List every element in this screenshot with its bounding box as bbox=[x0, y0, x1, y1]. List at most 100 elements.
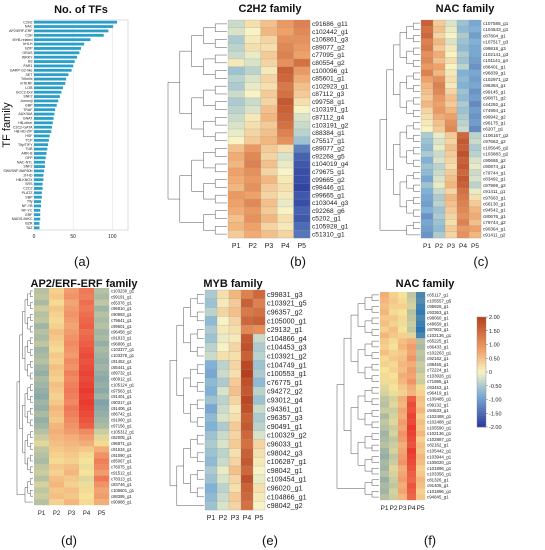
heatmap-cell bbox=[79, 346, 95, 353]
heatmap-cell bbox=[241, 342, 254, 352]
heatmap-cell bbox=[34, 305, 50, 312]
heatmap-cell bbox=[293, 35, 311, 44]
heatmap-cell bbox=[293, 230, 311, 239]
row-label: c103230_g1 bbox=[111, 289, 135, 294]
heatmap-cell bbox=[34, 487, 50, 494]
heatmap-cell bbox=[445, 200, 458, 208]
row-label: c104866_g4 bbox=[267, 334, 307, 343]
heatmap-cell bbox=[293, 214, 311, 223]
heatmap-cell bbox=[94, 458, 110, 465]
heatmap-cell bbox=[79, 405, 95, 412]
dendrogram-branch bbox=[16, 381, 20, 495]
bar bbox=[34, 195, 42, 199]
row-label: c99191_g1 bbox=[111, 294, 132, 299]
heatmap-cell bbox=[389, 453, 399, 460]
dendrogram-branch bbox=[399, 32, 407, 58]
bar bbox=[34, 147, 48, 151]
heatmap-cell bbox=[421, 94, 434, 102]
heatmap-cell bbox=[433, 213, 446, 220]
column-label: P3 bbox=[447, 243, 455, 250]
heatmap-cell bbox=[241, 466, 254, 475]
heatmap-cell bbox=[407, 349, 417, 356]
y-tick-label: Trihelix bbox=[21, 77, 33, 81]
dendrogram-branch bbox=[413, 159, 420, 167]
heatmap-cell bbox=[79, 340, 95, 347]
row-label: c86433_g1 bbox=[427, 345, 449, 350]
heatmap-cell bbox=[277, 51, 294, 60]
bar bbox=[34, 191, 42, 195]
dendrogram-branch bbox=[196, 346, 204, 357]
heatmap-cell bbox=[293, 74, 311, 83]
heatmap-cell bbox=[293, 43, 311, 52]
row-label: c87112_g3 bbox=[312, 91, 344, 98]
row-dendrogram bbox=[379, 22, 420, 236]
heatmap-cell bbox=[277, 199, 294, 208]
heatmap-cell bbox=[445, 94, 458, 102]
heatmap-cell bbox=[389, 407, 399, 414]
dendrogram-branch bbox=[364, 320, 372, 333]
heatmap-cell bbox=[34, 375, 50, 383]
heatmap-cell bbox=[228, 74, 245, 83]
heatmap-cell bbox=[34, 463, 50, 471]
heatmap-cell bbox=[260, 199, 278, 208]
heatmap-cell bbox=[421, 175, 434, 183]
heatmap-cell bbox=[469, 38, 482, 46]
heatmap-cell bbox=[293, 97, 311, 106]
heatmap-cell bbox=[445, 231, 458, 239]
heatmap-cell bbox=[64, 440, 80, 447]
dendrogram-branch bbox=[357, 349, 365, 374]
heatmap-cell bbox=[416, 349, 426, 356]
heatmap-cell bbox=[389, 384, 399, 391]
heatmap-cell bbox=[277, 167, 294, 176]
heatmap-cell bbox=[244, 167, 261, 176]
dendrogram-branch bbox=[196, 311, 204, 322]
heatmap-cell bbox=[260, 136, 278, 145]
heatmap-cell bbox=[34, 317, 50, 324]
row-label: c109485_g1 bbox=[427, 397, 452, 402]
heatmap-cell bbox=[34, 358, 50, 365]
heatmap-cell bbox=[469, 138, 482, 145]
dendrogram-branch bbox=[371, 329, 379, 336]
row-label: c96419_g1 bbox=[427, 391, 449, 396]
heatmap-cell bbox=[217, 316, 230, 326]
heatmap-cell bbox=[253, 395, 266, 405]
heatmap-cell bbox=[244, 90, 261, 99]
heatmap-cell bbox=[253, 386, 266, 396]
heatmap-cell bbox=[389, 303, 399, 310]
row-label: c94272_g2 bbox=[267, 387, 303, 396]
heatmap-cell bbox=[64, 329, 80, 336]
heatmap-cell bbox=[94, 481, 110, 488]
heatmap-cell bbox=[445, 206, 458, 214]
y-tick-label: GRF bbox=[25, 213, 33, 217]
heatmap-cell bbox=[260, 214, 278, 223]
row-label: c90364_g1 bbox=[483, 226, 506, 231]
heatmap-cell bbox=[389, 401, 399, 408]
dendrogram-branch bbox=[406, 125, 414, 139]
heatmap-cell bbox=[228, 35, 245, 44]
heatmap-cell bbox=[457, 200, 470, 208]
heatmap-cell bbox=[241, 457, 254, 467]
heatmap-cell bbox=[389, 471, 399, 478]
dendrogram-branch bbox=[191, 97, 204, 130]
heatmap-cell bbox=[407, 378, 417, 385]
heatmap-cell bbox=[380, 494, 390, 501]
heatmap-cell bbox=[34, 393, 50, 400]
dendrogram-branch bbox=[357, 395, 365, 420]
dendrogram-branch bbox=[30, 372, 33, 380]
heatmap-cell bbox=[398, 465, 408, 472]
heatmap-cell bbox=[416, 309, 426, 316]
heatmap-cell bbox=[94, 440, 110, 447]
heatmap-cell bbox=[445, 113, 458, 120]
color-scale-segment bbox=[477, 325, 486, 329]
bar bbox=[34, 99, 59, 103]
row-label: c105557_g5 bbox=[427, 298, 452, 303]
y-tick-label: SNF2 bbox=[23, 165, 32, 169]
heatmap-cell bbox=[217, 325, 230, 335]
row-label: c99818_g3 bbox=[483, 46, 506, 51]
heatmap-cell bbox=[79, 323, 95, 330]
heatmap-cell bbox=[79, 452, 95, 459]
dendrogram-branch bbox=[371, 421, 379, 429]
heatmap-cell bbox=[380, 436, 390, 443]
heatmap-cell bbox=[94, 305, 110, 312]
bar bbox=[34, 200, 42, 203]
